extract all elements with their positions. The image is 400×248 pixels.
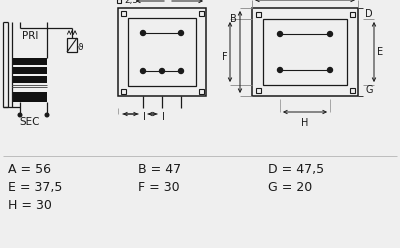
Bar	[12, 67, 47, 74]
Circle shape	[328, 67, 332, 72]
Bar	[12, 76, 47, 83]
Text: B: B	[230, 14, 236, 24]
Text: 2,5: 2,5	[124, 0, 138, 5]
Circle shape	[178, 68, 184, 73]
Bar	[198, 10, 204, 15]
Circle shape	[140, 68, 146, 73]
Bar	[117, 0, 121, 3]
Bar	[118, 8, 206, 96]
Text: A = 56: A = 56	[8, 163, 51, 176]
Bar	[252, 8, 358, 96]
Circle shape	[160, 68, 164, 73]
Text: PRI: PRI	[22, 31, 38, 41]
Bar	[67, 38, 77, 52]
Bar	[256, 88, 260, 93]
Text: H: H	[301, 118, 309, 128]
Text: I: I	[142, 112, 146, 122]
Bar	[12, 58, 47, 65]
Circle shape	[18, 113, 22, 117]
Bar	[120, 89, 126, 93]
Text: G = 20: G = 20	[268, 181, 312, 194]
Text: H = 30: H = 30	[8, 199, 52, 212]
Text: SEC: SEC	[20, 117, 40, 127]
Circle shape	[328, 31, 332, 36]
Circle shape	[278, 67, 282, 72]
Circle shape	[278, 31, 282, 36]
Bar	[12, 92, 47, 102]
Text: E = 37,5: E = 37,5	[8, 181, 62, 194]
Bar	[256, 11, 260, 17]
Bar	[263, 19, 347, 85]
Text: F = 30: F = 30	[138, 181, 180, 194]
Text: D = 47,5: D = 47,5	[268, 163, 324, 176]
Circle shape	[140, 31, 146, 35]
Bar	[350, 11, 354, 17]
Text: B = 47: B = 47	[138, 163, 181, 176]
Circle shape	[178, 31, 184, 35]
Bar	[350, 88, 354, 93]
Text: E: E	[377, 47, 383, 57]
Text: G: G	[365, 85, 372, 95]
Text: F: F	[222, 52, 228, 62]
Text: I: I	[162, 112, 164, 122]
Text: D: D	[365, 9, 373, 19]
Text: ϑ: ϑ	[78, 43, 84, 52]
Bar	[198, 89, 204, 93]
Circle shape	[45, 113, 49, 117]
Bar	[120, 10, 126, 15]
Bar	[128, 18, 196, 86]
